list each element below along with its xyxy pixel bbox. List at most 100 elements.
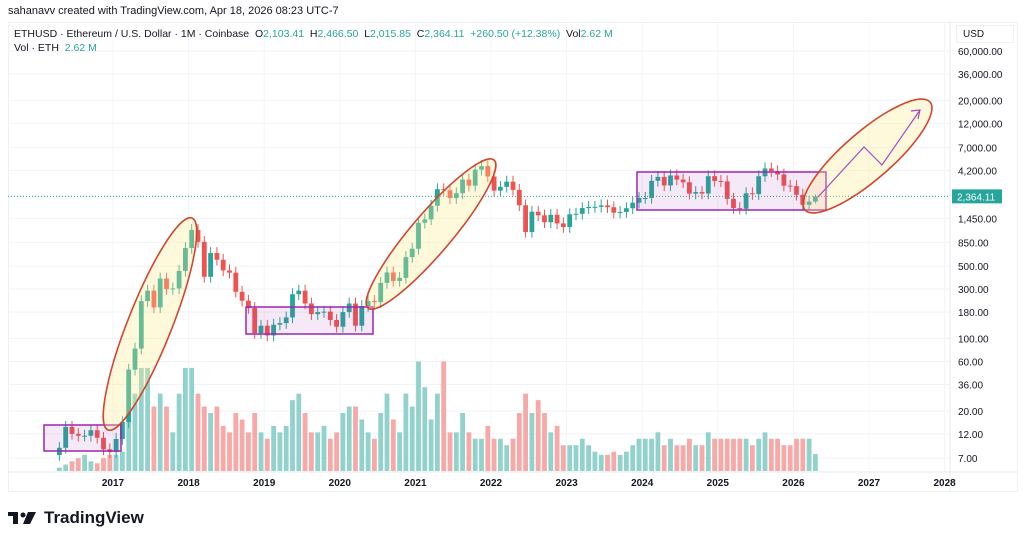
high-value: 2,466.50 [317,28,359,40]
y-tick-label: 20,000.00 [958,96,1003,107]
y-tick-label: 60.00 [958,358,983,369]
volume-bar [504,445,510,471]
symbol-label[interactable]: ETHUSD · Ethereum / U.S. Dollar · 1M · C… [14,28,250,40]
volume-bar [674,445,680,471]
volume-bar [529,413,535,471]
volume-bar [668,438,673,471]
volume-bar [523,393,528,471]
volume-bar [718,438,724,471]
projection-ellipse[interactable] [789,84,945,228]
volume-bar [397,432,402,471]
candle-body [113,438,119,453]
y-tick-label: 4,200.00 [958,167,997,178]
x-tick-label: 2022 [480,478,503,489]
candle-body [668,175,673,186]
candle-body [498,186,503,191]
candle-body [359,306,365,326]
volume-bar [687,438,692,471]
candle-body [630,202,636,209]
candle-body [731,198,736,209]
volume-bar [693,445,699,471]
projection-path[interactable] [817,109,921,198]
tradingview-logo[interactable]: TradingView [8,508,144,528]
candle-body [680,179,686,183]
candle-body [687,182,692,194]
candle-body [384,272,390,283]
volume-bar [775,438,780,471]
volume-bar [227,432,232,471]
candle-body [617,211,623,213]
candle-body [239,291,245,301]
volume-bar [283,425,289,471]
volume-bar [472,438,478,471]
x-tick-label: 2020 [329,478,352,489]
candle-body [699,192,705,194]
candle-body [214,253,220,260]
candle-body [586,206,591,209]
candle-body [491,176,497,191]
y-tick-label: 7.00 [958,454,978,465]
volume-bar [214,406,220,471]
volume-bar [731,438,736,471]
volume-bar [491,438,497,471]
candle-body [69,426,75,434]
currency-button[interactable]: USD [956,25,1014,43]
volume-bar [422,387,428,471]
volume-bar [567,445,573,471]
candle-body [649,180,654,198]
volume-indicator-label[interactable]: Vol · ETH [14,42,59,54]
volume-bar [542,413,547,471]
volume-bar [655,432,661,471]
candle-body [271,324,276,336]
volume-bar [705,432,711,471]
candle-body [201,241,207,277]
candle-body [705,176,711,194]
candle-body [290,294,295,318]
volume-bar [762,432,768,471]
candle-body [88,430,94,436]
candle-body [208,253,213,277]
volume-bar [554,425,560,471]
candle-body [535,211,541,216]
range-box-2019[interactable] [245,306,374,335]
rally-ellipse-2017[interactable] [88,210,213,438]
candle-body [189,229,195,248]
candle-body [479,166,484,170]
volume-bar [598,454,604,471]
y-tick-label: 300.00 [958,285,989,296]
candle-body [453,193,459,199]
candle-body [101,437,106,450]
volume-bar [428,419,434,471]
candle-body [775,171,780,175]
candle-body [132,348,138,370]
candle-body [750,193,755,195]
x-tick-label: 2025 [707,478,730,489]
candle-body [145,290,150,302]
candle-body [504,181,510,187]
volume-bar [605,454,610,471]
arrow-head-icon [910,109,921,120]
volume-bar [498,438,503,471]
candle-body [416,222,421,249]
candle-body [138,301,144,349]
rally-ellipse-2021[interactable] [353,147,509,321]
candle-body [642,197,648,199]
volume-bar [586,445,591,471]
volume-bar [649,438,654,471]
candle-body [472,169,478,186]
volume-bar [624,451,629,471]
candle-body [227,270,232,273]
volume-bar [403,393,409,471]
candle-body [561,223,566,227]
candle-body [523,205,528,232]
candle-body [724,181,730,199]
candle-body [422,219,428,223]
volume-bar [806,438,812,471]
volume-bar [750,445,755,471]
range-box-2024[interactable] [636,171,827,211]
candle-body [409,248,415,258]
volume-bar [384,393,390,471]
y-tick-label: 100.00 [958,335,989,346]
y-tick-label: 7,000.00 [958,144,997,155]
